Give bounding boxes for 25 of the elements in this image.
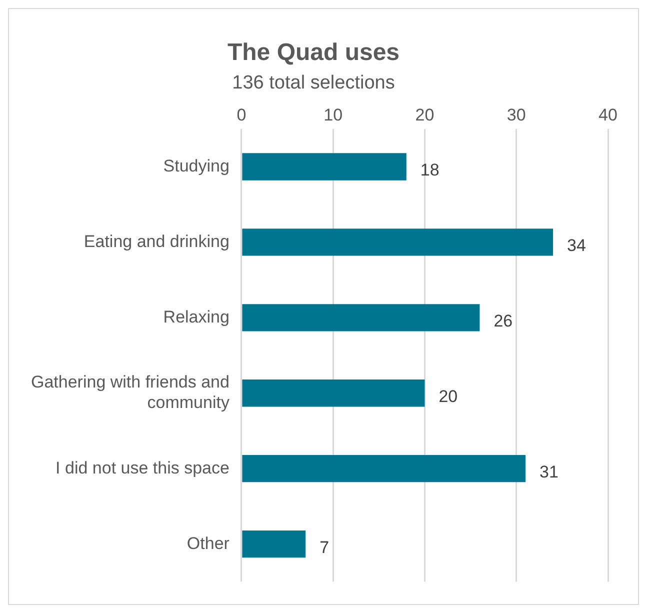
data-label: 31 xyxy=(540,462,558,482)
bar xyxy=(242,380,425,407)
y-tick-label: Other xyxy=(186,534,230,553)
x-tick-label: 10 xyxy=(324,105,343,124)
x-tick-label: 20 xyxy=(415,105,434,124)
y-tick-label: Gathering with friends and community xyxy=(30,372,230,412)
y-tick-label: Studying xyxy=(163,156,230,176)
bar xyxy=(242,153,406,180)
bar xyxy=(242,455,526,482)
x-tick-label: 30 xyxy=(506,105,526,124)
bar xyxy=(242,530,306,558)
bar xyxy=(242,228,554,256)
x-tick-label: 0 xyxy=(236,105,246,124)
chart-title: The Quad uses xyxy=(227,39,400,66)
bar xyxy=(242,304,480,332)
chart-subtitle: 136 total selections xyxy=(232,72,395,94)
data-label: 18 xyxy=(420,160,440,180)
data-label: 20 xyxy=(438,386,458,406)
data-label: 7 xyxy=(320,538,330,557)
data-label: 34 xyxy=(567,236,586,255)
y-tick-label: Eating and drinking xyxy=(84,232,230,251)
data-label: 26 xyxy=(494,311,513,330)
y-tick-label: I did not use this space xyxy=(56,458,230,478)
x-tick-label: 40 xyxy=(598,105,618,124)
y-tick-label: Relaxing xyxy=(163,307,230,326)
